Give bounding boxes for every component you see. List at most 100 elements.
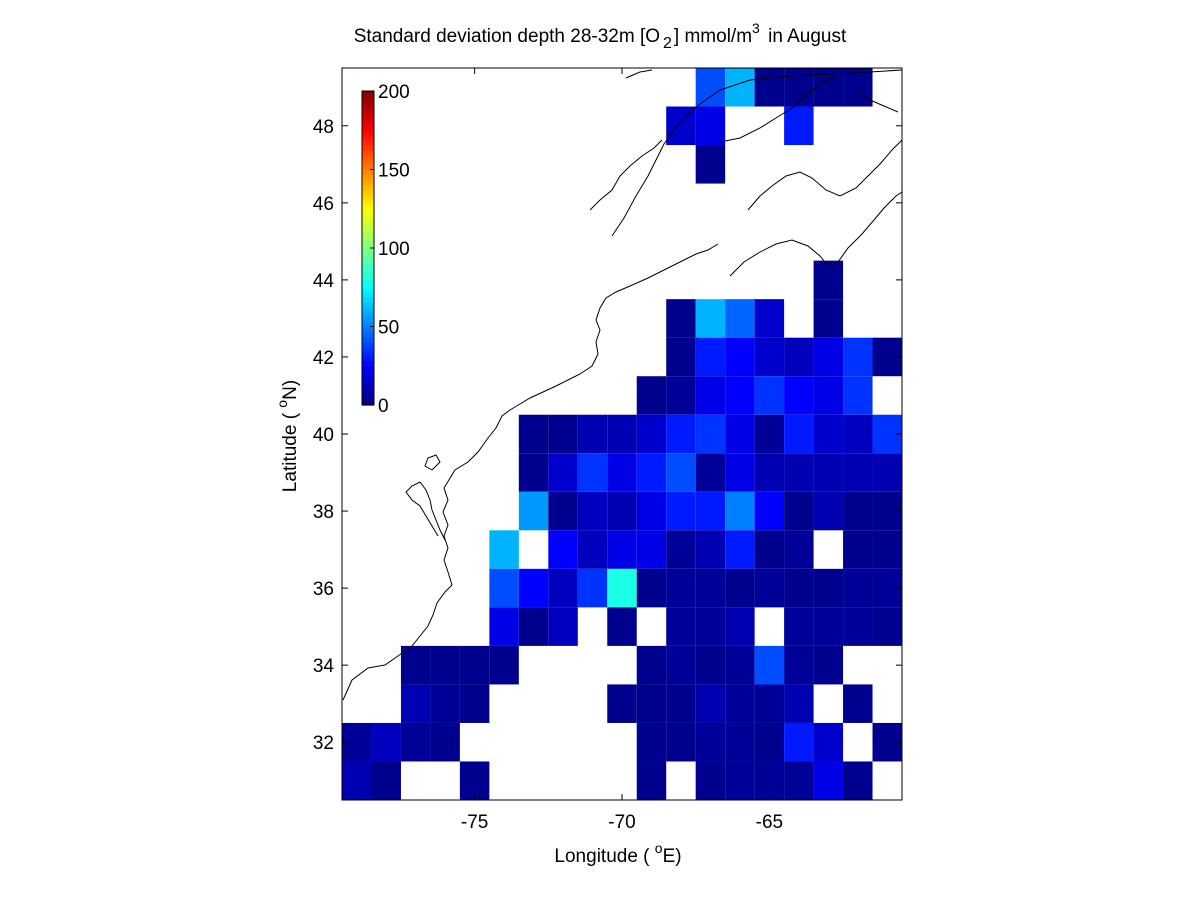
heatmap-cell <box>784 376 814 415</box>
colorbar-segment <box>362 238 374 244</box>
colorbar-tick-label: 150 <box>378 161 410 182</box>
heatmap-cell <box>577 414 608 454</box>
colorbar-segment <box>362 292 374 298</box>
colorbar-segment <box>362 355 374 362</box>
heatmap-cell <box>400 645 431 685</box>
heatmap-cell <box>784 530 814 569</box>
heatmap-cell <box>784 453 814 492</box>
heatmap-cell <box>607 684 637 723</box>
heatmap-cell <box>636 376 667 415</box>
heatmap-cell <box>725 491 755 531</box>
colorbar-segment <box>362 194 374 200</box>
colorbar-segment <box>362 248 374 254</box>
colorbar-segment <box>362 282 374 288</box>
colorbar-segment <box>362 223 374 229</box>
colorbar-segment <box>362 208 374 215</box>
colorbar-segment <box>362 110 374 117</box>
heatmap-cell <box>725 376 755 415</box>
colorbar-segment <box>362 331 374 337</box>
heatmap-cell <box>636 722 667 762</box>
heatmap-cell <box>813 299 844 338</box>
heatmap-cell <box>430 684 460 723</box>
title-subscript: 2 <box>663 35 672 52</box>
heatmap-cell <box>754 568 785 608</box>
heatmap-cell <box>784 568 814 608</box>
heatmap-cell <box>725 530 755 569</box>
heatmap-cell <box>784 722 814 762</box>
heatmap-cell <box>548 568 578 608</box>
heatmap-cell <box>813 568 844 608</box>
colorbar-segment <box>362 169 374 176</box>
title-text-prefix: Standard deviation depth 28-32m [O <box>353 26 661 47</box>
colorbar-segment <box>362 326 374 333</box>
colorbar-segment <box>362 164 374 171</box>
heatmap-cell <box>666 337 696 377</box>
colorbar-segment <box>362 395 374 401</box>
heatmap-cell <box>695 299 726 338</box>
y-tick-label: 34 <box>313 656 335 677</box>
heatmap-cell <box>459 645 490 685</box>
heatmap-cell <box>695 491 726 531</box>
colorbar-segment <box>362 252 374 259</box>
heatmap-cell <box>784 645 814 685</box>
heatmap-cell <box>518 453 549 492</box>
heatmap-cell <box>430 722 460 762</box>
colorbar: 0 50 100 150 200 <box>361 82 410 417</box>
y-tick-label: 32 <box>313 733 334 754</box>
heatmap-cell <box>843 607 873 646</box>
heatmap-cell <box>342 761 372 800</box>
colorbar-segment <box>362 203 374 210</box>
x-axis-ticks: -75 -70 -65 <box>461 68 783 833</box>
heatmap-cell <box>459 684 490 723</box>
heatmap-cell <box>754 761 785 800</box>
colorbar-segment <box>362 115 374 122</box>
heatmap-cell <box>607 414 637 454</box>
colorbar-segment <box>362 130 374 136</box>
colorbar-segment <box>362 120 374 126</box>
heatmap-cell <box>843 337 873 377</box>
heatmap-cell <box>666 376 696 415</box>
heatmap-cell <box>784 491 814 531</box>
heatmap-cell <box>813 376 844 415</box>
colorbar-segment <box>362 365 374 372</box>
colorbar-tick-label: 50 <box>378 318 399 339</box>
colorbar-segment <box>362 375 374 382</box>
colorbar-segment <box>362 390 374 396</box>
heatmap-cell <box>607 568 637 608</box>
heatmap-cell <box>725 722 755 762</box>
colorbar-segment <box>362 179 374 185</box>
heatmap-cell <box>666 607 696 646</box>
heatmap-cell <box>725 453 755 492</box>
colorbar-segment <box>362 351 374 357</box>
heatmap-cell <box>636 645 667 685</box>
heatmap-cell <box>754 376 785 415</box>
heatmap-cell <box>518 414 549 454</box>
heatmap-cell <box>666 684 696 723</box>
heatmap-cell <box>695 684 726 723</box>
heatmap-cell <box>636 684 667 723</box>
colorbar-segment <box>362 95 374 102</box>
heatmap-cell <box>754 530 785 569</box>
colorbar-segment <box>362 360 374 367</box>
colorbar-segment <box>362 311 374 318</box>
colorbar-segment <box>362 277 374 283</box>
colorbar-segment <box>362 341 374 347</box>
colorbar-segment <box>362 149 374 156</box>
heatmap-cell <box>430 645 460 685</box>
heatmap-cell <box>725 645 755 685</box>
heatmap-cell <box>813 722 844 762</box>
heatmap-cell <box>695 568 726 608</box>
colorbar-segment <box>362 154 374 161</box>
heatmap-cell <box>695 722 726 762</box>
heatmap-cell <box>872 607 902 646</box>
colorbar-segment <box>362 272 374 279</box>
heatmap-cell <box>872 530 902 569</box>
heatmap-cell <box>813 260 844 300</box>
heatmap-cell <box>754 684 785 723</box>
heatmap-cell <box>548 453 578 492</box>
y-axis-label: Latitude ( oN) <box>274 380 301 492</box>
heatmap-cell <box>695 453 726 492</box>
heatmap-cell <box>843 761 873 800</box>
heatmap-cell <box>666 299 696 338</box>
heatmap-cell <box>577 530 608 569</box>
